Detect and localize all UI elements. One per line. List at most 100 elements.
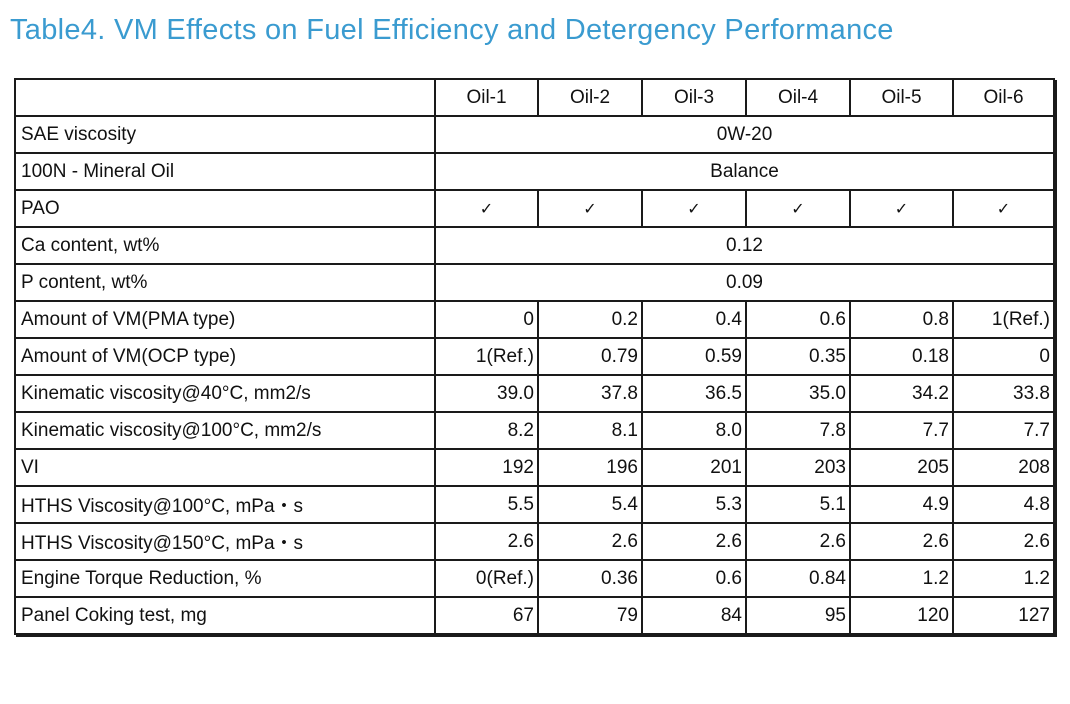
table-row: 100N - Mineral Oil Balance — [14, 152, 1055, 191]
table-row: Kinematic viscosity@100°C, mm2/s 8.2 8.1 8.… — [14, 411, 1055, 450]
value-cell: 36.5 — [641, 374, 747, 413]
value-cell: 0.8 — [849, 300, 954, 339]
value-cell: 37.8 — [537, 374, 643, 413]
row-label: HTHS Viscosity@150°C, mPa・s — [14, 522, 436, 561]
value-cell: 7.8 — [745, 411, 851, 450]
value-cell: 1(Ref.) — [952, 300, 1055, 339]
value-cell: 2.6 — [745, 522, 851, 561]
table-row: Amount of VM(PMA type) 0 0.2 0.4 0.6 0.8 1(Ref… — [14, 300, 1055, 339]
value-cell: 39.0 — [434, 374, 539, 413]
row-label: Amount of VM(PMA type) — [14, 300, 436, 339]
table-container: Oil-1 Oil-2 Oil-3 Oil-4 Oil-5 Oil-6 SAE … — [14, 78, 1055, 635]
row-label: Amount of VM(OCP type) — [14, 337, 436, 376]
value-cell: 8.2 — [434, 411, 539, 450]
merged-value-cell: Balance — [434, 152, 1055, 191]
column-header: Oil-3 — [641, 78, 747, 117]
column-header: Oil-4 — [745, 78, 851, 117]
value-cell: 8.0 — [641, 411, 747, 450]
column-header: Oil-6 — [952, 78, 1055, 117]
value-cell: 0(Ref.) — [434, 559, 539, 598]
value-cell: 2.6 — [537, 522, 643, 561]
value-cell: 2.6 — [952, 522, 1055, 561]
row-label: Engine Torque Reduction, % — [14, 559, 436, 598]
value-cell: 0 — [434, 300, 539, 339]
value-cell: 208 — [952, 448, 1055, 487]
value-cell: 0 — [952, 337, 1055, 376]
checkmark-cell: ✓ — [952, 189, 1055, 228]
table-row: VI 192 196 201 203 205 208 — [14, 448, 1055, 487]
value-cell: 0.59 — [641, 337, 747, 376]
header-row: Oil-1 Oil-2 Oil-3 Oil-4 Oil-5 Oil-6 — [14, 78, 1055, 117]
column-header: Oil-5 — [849, 78, 954, 117]
checkmark-cell: ✓ — [537, 189, 643, 228]
merged-value-cell: 0W-20 — [434, 115, 1055, 154]
value-cell: 0.84 — [745, 559, 851, 598]
value-cell: 1.2 — [952, 559, 1055, 598]
value-cell: 0.35 — [745, 337, 851, 376]
value-cell: 0.36 — [537, 559, 643, 598]
value-cell: 205 — [849, 448, 954, 487]
value-cell: 33.8 — [952, 374, 1055, 413]
value-cell: 0.6 — [641, 559, 747, 598]
checkmark-cell: ✓ — [641, 189, 747, 228]
checkmark-cell: ✓ — [745, 189, 851, 228]
row-label: Kinematic viscosity@40°C, mm2/s — [14, 374, 436, 413]
table-row: P content, wt% 0.09 — [14, 263, 1055, 302]
value-cell: 0.18 — [849, 337, 954, 376]
value-cell: 0.2 — [537, 300, 643, 339]
value-cell: 120 — [849, 596, 954, 635]
row-label: Kinematic viscosity@100°C, mm2/s — [14, 411, 436, 450]
value-cell: 7.7 — [849, 411, 954, 450]
value-cell: 127 — [952, 596, 1055, 635]
table-row: PAO ✓ ✓ ✓ ✓ ✓ ✓ — [14, 189, 1055, 228]
page-title: Table4. VM Effects on Fuel Efficiency an… — [10, 14, 894, 46]
value-cell: 5.5 — [434, 485, 539, 524]
value-cell: 2.6 — [849, 522, 954, 561]
table-row: Ca content, wt% 0.12 — [14, 226, 1055, 265]
value-cell: 0.79 — [537, 337, 643, 376]
value-cell: 2.6 — [434, 522, 539, 561]
row-label: 100N - Mineral Oil — [14, 152, 436, 191]
value-cell: 4.8 — [952, 485, 1055, 524]
table-row: HTHS Viscosity@100°C, mPa・s 5.5 5.4 5.3 5.1 4… — [14, 485, 1055, 524]
table-row: Kinematic viscosity@40°C, mm2/s 39.0 37.8 3… — [14, 374, 1055, 413]
row-label: Panel Coking test, mg — [14, 596, 436, 635]
checkmark-cell: ✓ — [434, 189, 539, 228]
row-label: SAE viscosity — [14, 115, 436, 154]
value-cell: 5.1 — [745, 485, 851, 524]
row-label: VI — [14, 448, 436, 487]
value-cell: 84 — [641, 596, 747, 635]
row-label: HTHS Viscosity@100°C, mPa・s — [14, 485, 436, 524]
value-cell: 201 — [641, 448, 747, 487]
merged-value-cell: 0.09 — [434, 263, 1055, 302]
row-label: Ca content, wt% — [14, 226, 436, 265]
value-cell: 203 — [745, 448, 851, 487]
value-cell: 1(Ref.) — [434, 337, 539, 376]
column-header: Oil-1 — [434, 78, 539, 117]
checkmark-cell: ✓ — [849, 189, 954, 228]
value-cell: 95 — [745, 596, 851, 635]
value-cell: 35.0 — [745, 374, 851, 413]
value-cell: 67 — [434, 596, 539, 635]
value-cell: 0.4 — [641, 300, 747, 339]
value-cell: 5.3 — [641, 485, 747, 524]
value-cell: 196 — [537, 448, 643, 487]
data-table: Oil-1 Oil-2 Oil-3 Oil-4 Oil-5 Oil-6 SAE … — [14, 78, 1055, 635]
table-row: Engine Torque Reduction, % 0(Ref.) 0.36 0.6… — [14, 559, 1055, 598]
value-cell: 7.7 — [952, 411, 1055, 450]
row-label: PAO — [14, 189, 436, 228]
column-header: Oil-2 — [537, 78, 643, 117]
value-cell: 79 — [537, 596, 643, 635]
value-cell: 4.9 — [849, 485, 954, 524]
header-corner-cell — [14, 78, 436, 117]
value-cell: 0.6 — [745, 300, 851, 339]
table-row: SAE viscosity 0W-20 — [14, 115, 1055, 154]
value-cell: 8.1 — [537, 411, 643, 450]
value-cell: 2.6 — [641, 522, 747, 561]
table-row: Panel Coking test, mg 67 79 84 95 120 127 — [14, 596, 1055, 635]
table-row: Amount of VM(OCP type) 1(Ref.) 0.79 0.59 0.3… — [14, 337, 1055, 376]
merged-value-cell: 0.12 — [434, 226, 1055, 265]
value-cell: 5.4 — [537, 485, 643, 524]
row-label: P content, wt% — [14, 263, 436, 302]
table-row: HTHS Viscosity@150°C, mPa・s 2.6 2.6 2.6 2.6 2… — [14, 522, 1055, 561]
